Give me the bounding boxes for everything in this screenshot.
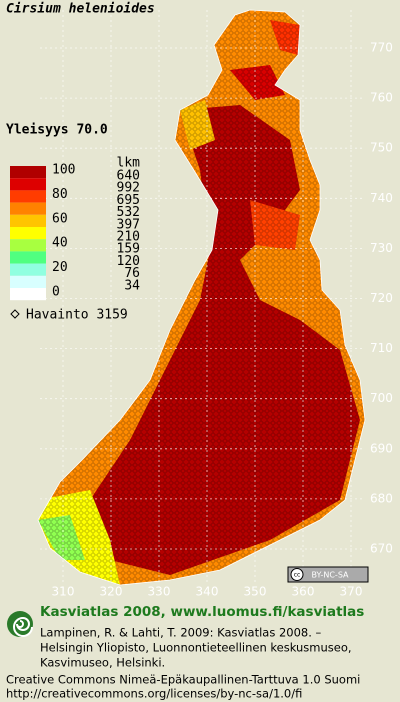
axis-label-bottom: 330 <box>148 585 171 599</box>
legend-scale-label: 40 <box>52 236 68 251</box>
license-url: http://creativecommons.org/licenses/by-n… <box>6 687 302 701</box>
license-badge: cc BY-NC-SA <box>287 566 369 583</box>
legend-scale-label: 100 <box>52 163 75 178</box>
axis-label-right: 730 <box>370 241 393 255</box>
cc-icon: cc <box>294 572 301 579</box>
legend-swatch <box>10 166 46 179</box>
legend-count: 120 <box>117 254 140 269</box>
axis-label-right: 680 <box>370 491 393 505</box>
legend-swatch <box>10 202 46 215</box>
credit-line: Kasvimuseo, Helsinki. <box>40 656 165 670</box>
credit-line: Lampinen, R. & Lahti, T. 2009: Kasviatla… <box>40 626 322 640</box>
legend-swatch <box>10 227 46 240</box>
axis-label-bottom: 350 <box>244 585 267 599</box>
observations: Havainto 3159 <box>26 308 128 323</box>
legend-swatch <box>10 288 46 301</box>
legend-count: 159 <box>117 242 140 257</box>
axis-label-bottom: 320 <box>100 585 123 599</box>
legend-swatch <box>10 263 46 276</box>
frequency: Yleisyys 70.0 <box>6 123 108 138</box>
legend-scale-label: 60 <box>52 211 68 226</box>
legend-count: 34 <box>124 278 140 293</box>
axis-label-right: 770 <box>370 41 393 55</box>
license: Creative Commons Nimeä-Epäkaupallinen-Ta… <box>6 673 360 687</box>
count-header: lkm <box>117 156 141 171</box>
legend-count: 76 <box>124 266 140 281</box>
observation-symbol <box>10 309 20 319</box>
grid <box>40 10 365 585</box>
legend-count: 640 <box>117 169 140 184</box>
axis-label-right: 710 <box>370 341 393 355</box>
credit-line: Helsingin Yliopisto, Luonnontieteellinen… <box>40 641 352 655</box>
axis-label-right: 690 <box>370 441 393 455</box>
axis-label-right: 740 <box>370 191 393 205</box>
axis-label-right: 720 <box>370 291 393 305</box>
title: Cirsium helenioides <box>6 2 155 17</box>
axis-label-bottom: 340 <box>196 585 219 599</box>
legend-swatch <box>10 275 46 288</box>
axis-label-right: 670 <box>370 542 393 556</box>
legend-count: 210 <box>117 230 140 245</box>
legend-scale-label: 80 <box>52 187 68 202</box>
legend-swatch <box>10 190 46 203</box>
map <box>38 10 365 585</box>
axis-label-right: 750 <box>370 141 393 155</box>
legend-scale-label: 20 <box>52 260 68 275</box>
axis-label-bottom: 310 <box>52 585 75 599</box>
axis-label-right: 700 <box>370 391 393 405</box>
legend-swatch <box>10 251 46 264</box>
legend-count: 695 <box>117 193 140 208</box>
logo <box>7 611 33 637</box>
legend-swatch <box>10 178 46 191</box>
axis-label-right: 760 <box>370 91 393 105</box>
legend-swatch <box>10 214 46 227</box>
legend-scale-label: 0 <box>52 285 60 300</box>
license-badge-text: BY-NC-SA <box>311 571 349 580</box>
axis-label-bottom: 360 <box>292 585 315 599</box>
legend-count: 397 <box>117 217 140 232</box>
axis-label-bottom: 370 <box>340 585 363 599</box>
legend-count: 532 <box>117 205 140 220</box>
credits-heading: Kasviatlas 2008, www.luomus.fi/kasviatla… <box>40 604 364 620</box>
legend-swatch <box>10 239 46 252</box>
legend-count: 992 <box>117 181 140 196</box>
